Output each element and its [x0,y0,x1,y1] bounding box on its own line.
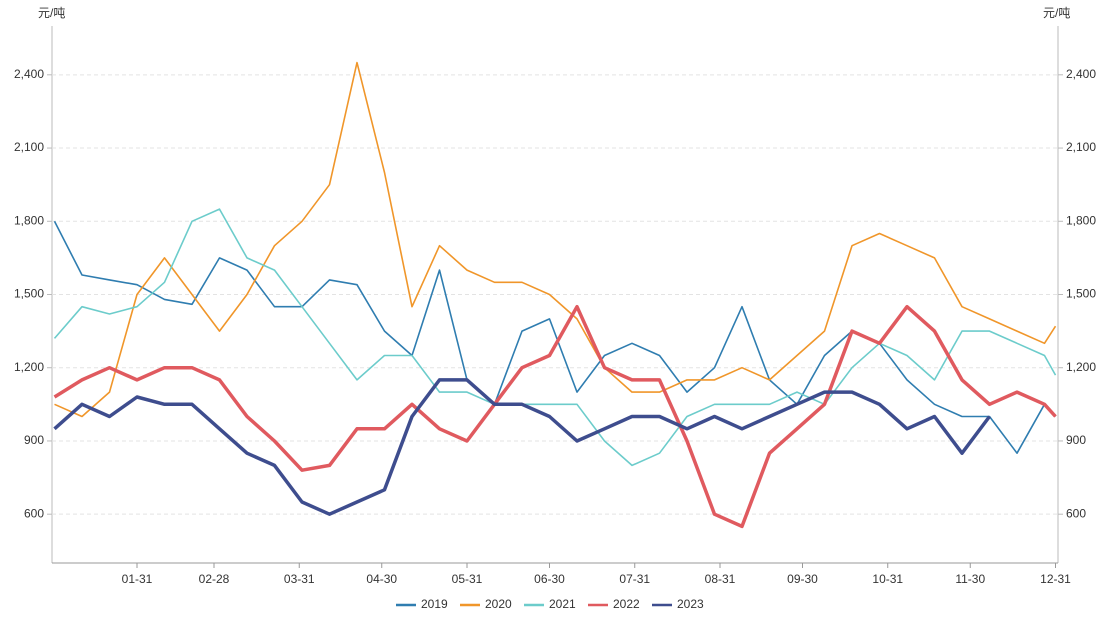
x-tick-label: 08-31 [705,572,736,586]
x-tick-label: 03-31 [284,572,315,586]
x-tick-label: 04-30 [366,572,397,586]
x-tick-label: 06-30 [534,572,565,586]
x-tick-label: 11-30 [955,572,985,586]
y2-tick-label: 2,400 [1066,67,1096,81]
y-tick-label: 1,500 [14,287,44,301]
y-tick-label: 600 [24,506,44,520]
legend-label: 2023 [677,597,704,611]
y2-tick-label: 1,500 [1066,287,1096,301]
x-tick-label: 07-31 [619,572,650,586]
series-line [54,61,1057,418]
x-tick-label: 01-31 [122,572,153,586]
x-tick-label: 12-31 [1040,572,1071,586]
y2-tick-label: 1,800 [1066,213,1096,227]
legend-label: 2021 [549,597,576,611]
y-axis-unit: 元/吨 [38,6,65,20]
y2-tick-label: 1,200 [1066,360,1096,374]
y2-axis-unit: 元/吨 [1043,6,1070,20]
y-tick-label: 2,100 [14,140,44,154]
legend-label: 2019 [421,597,448,611]
y2-tick-label: 600 [1066,506,1086,520]
y-tick-label: 1,800 [14,213,44,227]
y-tick-label: 900 [24,433,44,447]
y2-tick-label: 2,100 [1066,140,1096,154]
y-tick-label: 1,200 [14,360,44,374]
series-line [53,220,1057,454]
y-tick-label: 2,400 [14,67,44,81]
y2-tick-label: 900 [1066,433,1086,447]
series-line [53,378,991,516]
series-line [53,304,1057,529]
x-tick-label: 09-30 [787,572,818,586]
x-tick-label: 10-31 [872,572,903,586]
x-tick-label: 05-31 [452,572,483,586]
legend-label: 2020 [485,597,512,611]
series-line [53,208,1057,467]
legend-label: 2022 [613,597,640,611]
x-tick-label: 02-28 [199,572,230,586]
